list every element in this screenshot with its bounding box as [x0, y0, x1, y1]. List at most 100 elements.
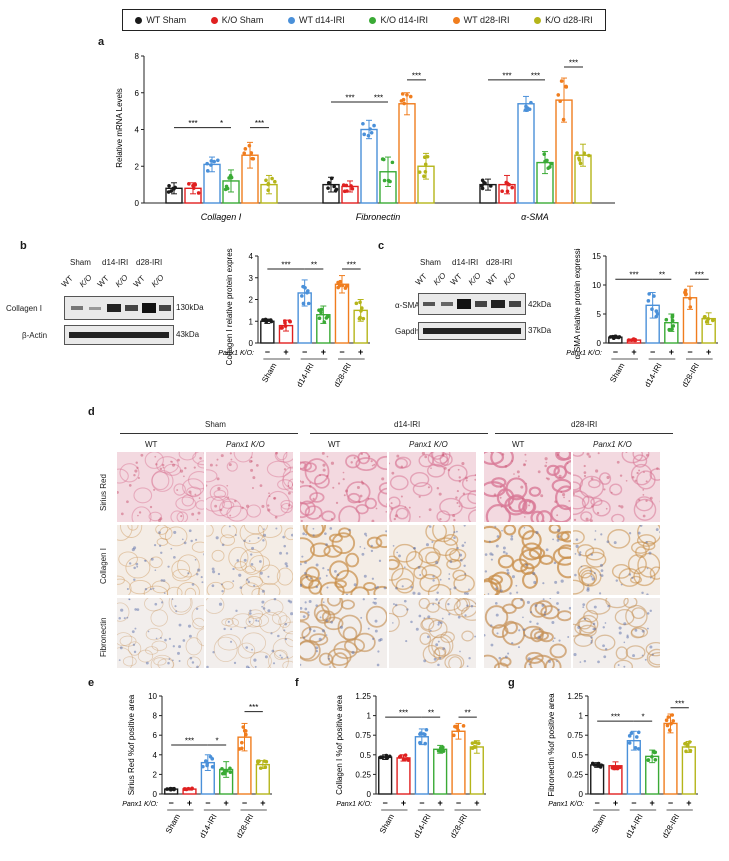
- genotype-sign: −: [265, 347, 270, 357]
- data-point: [549, 161, 553, 166]
- data-point: [559, 79, 564, 83]
- significance-label: ***: [255, 119, 264, 128]
- data-point: [652, 750, 657, 755]
- lane-label: WT: [448, 271, 465, 287]
- data-point: [193, 183, 198, 187]
- data-point: [359, 309, 363, 313]
- bar: [378, 756, 393, 795]
- data-point: [270, 176, 274, 181]
- tissue-texture: [389, 598, 476, 668]
- data-point: [669, 721, 673, 726]
- data-point: [655, 312, 660, 316]
- y-tick-label: 1.25: [567, 692, 583, 701]
- chart-f-collagen-area: 0 0.25 0.5 0.75 1 1.25 Collagen I %of positive…: [335, 692, 486, 840]
- histology-row-label: Fibronectin: [99, 617, 108, 657]
- data-point: [361, 316, 366, 321]
- bar: [469, 746, 484, 795]
- tissue-texture: [300, 452, 387, 522]
- histology-row-label: Sirius Red: [99, 474, 108, 511]
- x-group-label: d28-IRI: [448, 813, 469, 840]
- legend-item: WT d14-IRI: [287, 15, 345, 25]
- data-point: [616, 765, 620, 770]
- chart-g-fibronectin-area: 0 0.25 0.5 0.75 1 1.25 Fibronectin %of positiv…: [547, 692, 698, 840]
- bar: [681, 746, 696, 795]
- data-point: [242, 151, 247, 155]
- histology-image: [484, 452, 571, 522]
- genotype-sign: +: [224, 798, 229, 808]
- data-point: [564, 85, 569, 89]
- tissue-texture: [573, 452, 660, 522]
- data-point: [324, 316, 329, 320]
- data-point: [390, 160, 395, 165]
- x-group-label: d28-IRI: [332, 362, 353, 389]
- genotype-sign: −: [595, 798, 600, 808]
- data-point: [613, 334, 617, 339]
- y-tick-label: 5: [597, 310, 602, 319]
- blot-row-label: Gapdh: [395, 327, 420, 336]
- data-point: [636, 730, 641, 735]
- data-point: [654, 314, 659, 319]
- data-point: [247, 143, 252, 148]
- histology-column-label: Panx1 K/O: [226, 440, 265, 449]
- data-point: [652, 294, 656, 298]
- data-point: [402, 757, 407, 762]
- y-tick-label: 0.25: [567, 770, 583, 779]
- bar: [451, 730, 466, 795]
- data-point: [186, 786, 191, 791]
- data-point: [264, 178, 268, 183]
- data-point: [525, 106, 530, 110]
- data-point: [201, 764, 205, 769]
- data-point: [543, 159, 547, 164]
- data-point: [577, 158, 582, 162]
- blot-group-label: d28-IRI: [486, 258, 513, 267]
- histology-column-label: WT: [328, 440, 341, 449]
- data-point: [671, 324, 676, 328]
- data-point: [482, 180, 486, 185]
- data-point: [209, 163, 213, 167]
- data-point: [372, 123, 376, 128]
- data-point: [196, 191, 201, 195]
- data-point: [480, 183, 484, 188]
- data-point: [173, 185, 177, 190]
- data-point: [280, 326, 284, 330]
- legend-label: WT d28-IRI: [463, 15, 510, 25]
- blot-group-label: d28-IRI: [136, 258, 163, 267]
- x-group-label: d14-IRI: [643, 362, 664, 389]
- data-point: [627, 734, 632, 738]
- data-point: [558, 99, 562, 103]
- data-point: [654, 309, 659, 313]
- legend-item: WT d28-IRI: [452, 15, 510, 25]
- data-point: [190, 786, 194, 791]
- histology-image: [573, 598, 660, 668]
- lane-label: K/O: [77, 272, 94, 289]
- data-point: [636, 747, 641, 751]
- y-axis-label: Collagen I relative protein expression: [225, 248, 234, 365]
- data-point: [263, 317, 268, 322]
- blot-bands: [423, 299, 521, 309]
- data-point: [358, 315, 362, 320]
- x-group-label: Sham: [590, 812, 608, 835]
- lane-label: K/O: [431, 270, 448, 287]
- data-point: [599, 763, 604, 767]
- data-point: [650, 754, 654, 759]
- data-point: [417, 170, 422, 174]
- data-point: [667, 728, 672, 733]
- data-point: [387, 754, 392, 759]
- data-point: [263, 765, 268, 770]
- data-point: [225, 186, 230, 191]
- data-point: [182, 787, 187, 791]
- genotype-sign: +: [650, 798, 655, 808]
- data-point: [216, 158, 220, 163]
- histology-image: [117, 452, 204, 522]
- mw-label: 43kDa: [176, 330, 200, 339]
- data-point: [306, 289, 310, 293]
- genotype-sign: −: [687, 347, 692, 357]
- panel-label-d: d: [88, 406, 95, 418]
- genotype-sign: −: [631, 798, 636, 808]
- genotype-sign: −: [456, 798, 461, 808]
- blot-band-asma: [418, 293, 526, 315]
- data-point: [688, 748, 693, 753]
- legend-label: WT Sham: [146, 15, 187, 25]
- tissue-texture: [206, 525, 293, 595]
- data-point: [360, 306, 364, 310]
